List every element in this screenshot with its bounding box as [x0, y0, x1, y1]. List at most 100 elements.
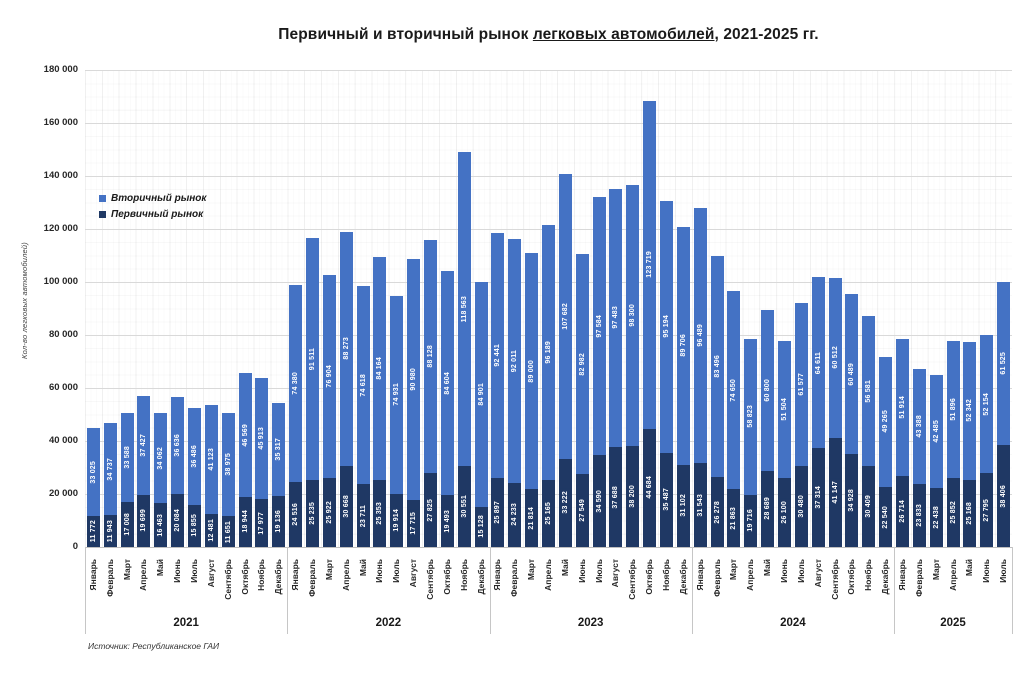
x-axis-month-label: Июнь [172, 559, 183, 583]
x-axis-month-label: Июль [795, 559, 806, 583]
bar-value-label: 92 011 [509, 347, 521, 375]
source-note: Источник: Республиканское ГАИ [88, 641, 220, 651]
bar-value-label: 33 222 [559, 489, 571, 517]
x-axis-month-label: Октябрь [846, 559, 857, 595]
bar-value-label: 23 833 [913, 501, 925, 529]
bar-value-label: 37 314 [812, 484, 824, 511]
x-axis-month-label: Январь [896, 559, 907, 591]
x-axis-month-label: Июль [593, 559, 604, 583]
x-axis-month-label: Март [728, 559, 739, 581]
x-axis-month-label: Июнь [778, 559, 789, 583]
bar-value-label: 84 901 [475, 380, 487, 408]
x-axis-month-label: Май [964, 559, 975, 577]
bar-value-label: 35 487 [660, 486, 672, 514]
legend-label-primary-market: Первичный рынок [111, 209, 204, 220]
bar-value-label: 17 008 [121, 510, 133, 538]
x-axis-month-label: Сентябрь [222, 559, 233, 600]
x-axis-month-label: Ноябрь [458, 559, 469, 591]
y-axis-tick-label: 20 000 [48, 488, 78, 499]
bar-value-label: 18 944 [239, 508, 251, 536]
y-axis-tick-label: 140 000 [43, 170, 78, 181]
bar-value-label: 19 699 [138, 507, 150, 535]
bar-value-label: 33 025 [87, 458, 99, 486]
y-axis-tick-label: 80 000 [48, 329, 78, 340]
y-axis-tick-label: 40 000 [48, 435, 78, 446]
x-axis-month-label: Март [323, 559, 334, 581]
x-axis-month-label: Апрель [543, 559, 553, 591]
bar-value-label: 30 668 [340, 492, 352, 520]
chart-title-underlined: легковых автомобилей [532, 26, 715, 43]
bar-value-label: 22 438 [930, 503, 942, 531]
bar-value-label: 49 265 [880, 408, 892, 436]
x-axis-month-label: Апрель [138, 559, 149, 591]
bar-value-label: 24 233 [509, 501, 521, 529]
gridline [85, 123, 1012, 124]
x-axis-month-label: Февраль [307, 559, 318, 597]
bar-value-label: 26 278 [711, 498, 723, 526]
bar-value-label: 74 618 [357, 371, 369, 399]
bar-value-label: 17 977 [256, 509, 268, 537]
bar-value-label: 82 982 [576, 350, 588, 378]
x-axis-month-label: Октябрь [441, 559, 452, 595]
bar-value-label: 27 549 [576, 496, 588, 524]
y-axis-tick-label: 120 000 [43, 223, 78, 234]
bar-value-label: 11 651 [222, 518, 234, 545]
x-axis-year-label: 2023 [577, 617, 604, 629]
bar-value-label: 38 975 [222, 450, 234, 478]
bar-value-label: 60 489 [846, 360, 858, 388]
bar-value-label: 42 485 [930, 417, 942, 445]
bar-value-label: 15 855 [189, 512, 201, 540]
legend-item-primary-market: Первичный рынок [99, 209, 206, 220]
bar-value-label: 17 715 [408, 510, 420, 537]
x-axis-month-label: Июль [189, 559, 200, 583]
bar-value-label: 25 897 [492, 499, 504, 526]
bar-value-label: 27 795 [981, 496, 993, 524]
bar-value-label: 36 486 [189, 443, 201, 470]
x-axis-month-label: Январь [87, 559, 98, 591]
bar-value-label: 123 719 [644, 249, 656, 280]
x-axis-month-label: Октябрь [239, 559, 250, 595]
x-axis-year-label: 2022 [375, 617, 402, 629]
bar-value-label: 31 102 [677, 492, 689, 519]
bar-value-label: 95 194 [660, 313, 672, 340]
bar-value-label: 92 441 [492, 342, 504, 369]
bar-value-label: 64 611 [812, 349, 824, 376]
bar-value-label: 19 716 [745, 507, 757, 534]
x-axis-month-label: Июль [391, 559, 402, 583]
bar-value-label: 19 914 [391, 507, 403, 534]
bar-value-label: 30 551 [458, 493, 470, 520]
bar-value-label: 74 931 [391, 381, 403, 409]
bar-value-label: 25 852 [947, 499, 959, 526]
x-axis-month-label: Март [526, 559, 537, 581]
x-axis-month-label: Май [762, 559, 773, 577]
year-separator [85, 547, 86, 634]
bar-value-label: 61 577 [795, 371, 807, 398]
bar-value-label: 51 504 [778, 396, 790, 423]
bar-value-label: 88 273 [340, 335, 352, 362]
x-axis-month-label: Август [610, 559, 621, 588]
bar-value-label: 22 540 [880, 503, 892, 531]
bar-value-label: 44 684 [644, 474, 656, 501]
bar-value-label: 96 189 [543, 339, 554, 366]
gridline [85, 70, 1012, 71]
bar-value-label: 34 928 [846, 487, 858, 514]
bar-value-label: 91 511 [307, 345, 319, 373]
x-axis-month-label: Июнь [576, 559, 587, 583]
bar-value-label: 90 980 [408, 366, 420, 393]
year-separator [287, 547, 289, 634]
bar-value-label: 25 165 [543, 500, 554, 527]
bar-value-label: 74 650 [728, 376, 740, 404]
x-axis-month-label: Декабрь [880, 559, 891, 595]
y-axis-title: Кол-во легковых автомобилей) [20, 242, 29, 359]
x-axis-month-label: Февраль [509, 559, 520, 597]
bar-value-label: 74 380 [290, 369, 302, 397]
bar-value-label: 96 489 [694, 322, 706, 349]
bar-value-label: 11 772 [87, 518, 99, 545]
legend-swatch-secondary-market-icon [99, 195, 106, 202]
bar-value-label: 21 863 [728, 504, 740, 532]
x-axis-month-label: Сентябрь [829, 559, 840, 600]
bar-value-label: 26 714 [896, 498, 908, 525]
bar-value-label: 34 062 [155, 444, 167, 472]
bar-value-label: 35 317 [273, 435, 285, 463]
x-axis-month-label: Январь [492, 559, 503, 591]
